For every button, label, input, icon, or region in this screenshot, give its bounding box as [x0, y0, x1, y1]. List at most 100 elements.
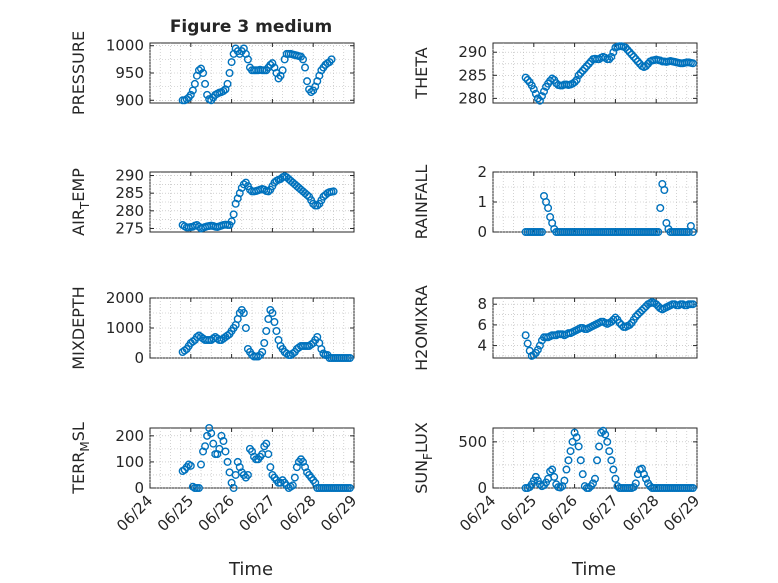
data-point	[299, 55, 308, 64]
data-point	[264, 315, 273, 324]
data-point	[268, 309, 277, 318]
x-tick-label: 06/26	[195, 492, 238, 535]
data-point	[529, 350, 538, 359]
data-point	[227, 217, 236, 226]
data-point	[611, 313, 620, 322]
data-point	[264, 187, 273, 196]
data-point	[209, 439, 218, 448]
data-point	[272, 327, 281, 336]
series-points	[521, 179, 697, 236]
data-point	[688, 300, 697, 309]
panel-h2omixra: 4 6 8 H2OMIXRA	[412, 285, 698, 371]
data-point	[574, 442, 583, 451]
data-point	[609, 465, 618, 474]
panel-theta: 280 285 290 THETA	[412, 42, 698, 107]
data-point	[227, 58, 236, 67]
x-tick-label: 06/26	[538, 492, 581, 535]
data-point	[537, 92, 546, 101]
data-point	[560, 476, 569, 485]
y-axis-label: TERRMSL	[69, 422, 92, 495]
data-point	[229, 484, 238, 492]
data-point	[623, 45, 632, 54]
data-point	[327, 55, 336, 64]
data-point	[631, 479, 640, 488]
data-point	[319, 349, 328, 358]
data-point	[264, 450, 273, 459]
data-point	[654, 227, 663, 236]
data-point	[652, 300, 661, 309]
data-point	[194, 484, 203, 492]
data-point	[190, 79, 199, 88]
data-point	[533, 94, 542, 103]
x-tick-label: 06/24	[456, 492, 499, 535]
data-point	[225, 68, 234, 77]
data-point	[270, 318, 279, 327]
data-point	[262, 327, 271, 336]
data-point	[345, 354, 354, 362]
x-tick-label: 06/27	[578, 492, 621, 535]
data-point	[576, 68, 585, 77]
data-point	[660, 185, 669, 194]
x-tick-label: 06/29	[660, 492, 703, 535]
data-point	[188, 337, 197, 346]
data-point	[550, 472, 559, 481]
data-point	[196, 460, 205, 469]
y-tick-label: 275	[115, 219, 144, 237]
data-point	[631, 312, 640, 321]
data-point	[345, 484, 354, 492]
data-point	[570, 428, 579, 437]
y-axis-label: MIXDEPTH	[69, 286, 88, 369]
x-axis-label-right: Time	[571, 559, 616, 580]
data-point	[656, 203, 665, 212]
data-point	[609, 315, 618, 324]
data-point	[605, 447, 614, 456]
data-point	[301, 63, 310, 72]
y-tick-label: 1000	[106, 37, 144, 55]
y-tick-label: 4	[477, 337, 487, 355]
data-point	[582, 62, 591, 71]
data-point	[621, 43, 630, 52]
data-point	[546, 467, 555, 476]
data-point	[533, 345, 542, 354]
x-axis-label-left: Time	[228, 559, 273, 580]
data-point	[241, 324, 250, 333]
data-point	[223, 457, 232, 466]
data-point	[309, 86, 318, 95]
data-point	[566, 447, 575, 456]
data-point	[584, 484, 593, 492]
data-point	[180, 346, 189, 355]
data-point	[266, 463, 275, 472]
data-point	[529, 85, 538, 94]
data-point	[186, 90, 195, 99]
data-point	[625, 48, 634, 57]
data-point	[260, 339, 269, 348]
data-point	[521, 73, 530, 82]
data-point	[537, 227, 546, 236]
data-point	[288, 349, 297, 358]
data-point	[313, 201, 322, 210]
data-point	[637, 306, 646, 315]
y-tick-label: 2	[477, 163, 487, 181]
data-point	[572, 433, 581, 442]
data-point	[201, 442, 210, 451]
x-tick-label: 06/28	[619, 492, 662, 535]
data-point	[593, 456, 602, 465]
data-point	[303, 77, 312, 86]
data-point	[588, 479, 597, 488]
figure-title: Figure 3 medium	[170, 17, 332, 37]
y-axis-label: AIRTEMP	[69, 168, 92, 236]
data-point	[219, 437, 228, 446]
data-point	[199, 68, 208, 77]
y-axis-label: PRESSURE	[69, 31, 88, 115]
y-axis-label: H2OMIXRA	[412, 285, 431, 371]
data-point	[642, 474, 651, 483]
data-point	[562, 465, 571, 474]
data-point	[254, 352, 263, 361]
y-tick-label: 100	[115, 453, 144, 471]
data-point	[642, 62, 651, 71]
series-points	[521, 42, 697, 105]
y-tick-label: 950	[115, 64, 144, 82]
